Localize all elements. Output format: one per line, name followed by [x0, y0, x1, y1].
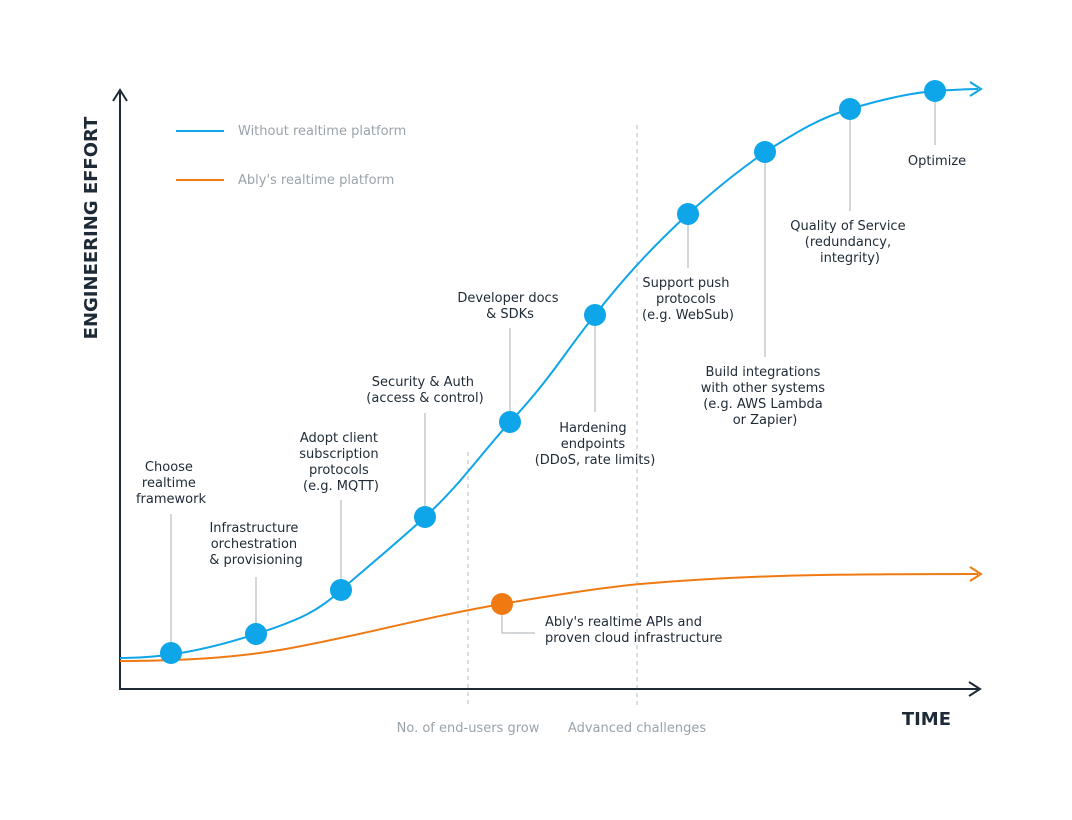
label-line: (DDoS, rate limits): [535, 453, 656, 468]
dot-ably-apis: [491, 593, 513, 615]
label-line: or Zapier): [733, 413, 798, 428]
label-line: Hardening: [559, 421, 626, 436]
label-line: Support push: [642, 276, 729, 291]
curve-without-platform-arrow: [969, 81, 983, 97]
dot-client-protocols: [330, 579, 352, 601]
legend-label-ably-platform: Ably's realtime platform: [238, 173, 394, 188]
phase-label-users-grow: No. of end-users grow: [397, 721, 540, 736]
label-qos: Quality of Service (redundancy, integrit…: [790, 219, 909, 266]
label-line: Quality of Service: [790, 219, 905, 234]
label-line: & provisioning: [209, 553, 303, 568]
label-line: Build integrations: [705, 365, 820, 380]
label-line: with other systems: [701, 381, 825, 396]
label-line: (e.g. MQTT): [303, 479, 379, 494]
legend-label-without-platform: Without realtime platform: [238, 124, 406, 139]
curve-ably-platform-arrow: [969, 566, 983, 582]
label-line: (e.g. AWS Lambda: [703, 397, 822, 412]
label-line: framework: [136, 492, 206, 507]
label-line: Adopt client: [300, 431, 378, 446]
label-hardening: Hardening endpoints (DDoS, rate limits): [535, 421, 656, 468]
label-push-protocols: Support push protocols (e.g. WebSub): [642, 276, 734, 323]
label-infrastructure: Infrastructure orchestration & provision…: [209, 521, 303, 568]
label-line: Developer docs: [457, 291, 558, 306]
milestone-dots: [160, 80, 946, 664]
label-line: subscription: [299, 447, 378, 462]
label-line: endpoints: [561, 437, 626, 452]
label-line: protocols: [309, 463, 369, 478]
dot-security: [414, 506, 436, 528]
label-line: protocols: [656, 292, 716, 307]
x-axis-title: TIME: [902, 709, 951, 730]
label-choose-framework: Choose realtime framework: [136, 460, 206, 507]
label-line: Infrastructure: [209, 521, 298, 536]
y-axis-arrow: [112, 88, 128, 102]
label-integrations: Build integrations with other systems (e…: [701, 365, 829, 428]
dot-push-protocols: [677, 203, 699, 225]
label-line: (e.g. WebSub): [642, 308, 734, 323]
label-developer-docs: Developer docs & SDKs: [457, 291, 562, 322]
phase-label-advanced: Advanced challenges: [568, 721, 706, 736]
label-security: Security & Auth (access & control): [366, 375, 483, 406]
label-line: orchestration: [211, 537, 297, 552]
label-line: Security & Auth: [372, 375, 474, 390]
label-line: proven cloud infrastructure: [545, 631, 722, 646]
label-line: integrity): [820, 251, 880, 266]
label-line: Optimize: [908, 154, 966, 169]
label-line: & SDKs: [486, 307, 534, 322]
y-axis-title: ENGINEERING EFFORT: [81, 116, 102, 339]
axes: [112, 88, 982, 697]
dot-qos: [839, 98, 861, 120]
dot-choose-framework: [160, 642, 182, 664]
curve-ably-platform: [119, 573, 979, 662]
label-line: Choose: [145, 460, 193, 475]
x-axis-arrow: [968, 681, 982, 697]
label-ably-apis: Ably's realtime APIs and proven cloud in…: [545, 615, 722, 646]
label-line: Ably's realtime APIs and: [545, 615, 702, 630]
dot-optimize: [924, 80, 946, 102]
label-optimize: Optimize: [908, 154, 966, 169]
label-line: (redundancy,: [805, 235, 891, 250]
label-line: (access & control): [366, 391, 483, 406]
dot-integrations: [754, 141, 776, 163]
label-client-protocols: Adopt client subscription protocols (e.g…: [299, 431, 382, 494]
dot-developer-docs: [499, 411, 521, 433]
legend: Without realtime platform Ably's realtim…: [176, 124, 406, 188]
dot-hardening: [584, 304, 606, 326]
dot-infrastructure: [245, 623, 267, 645]
label-line: realtime: [142, 476, 196, 491]
